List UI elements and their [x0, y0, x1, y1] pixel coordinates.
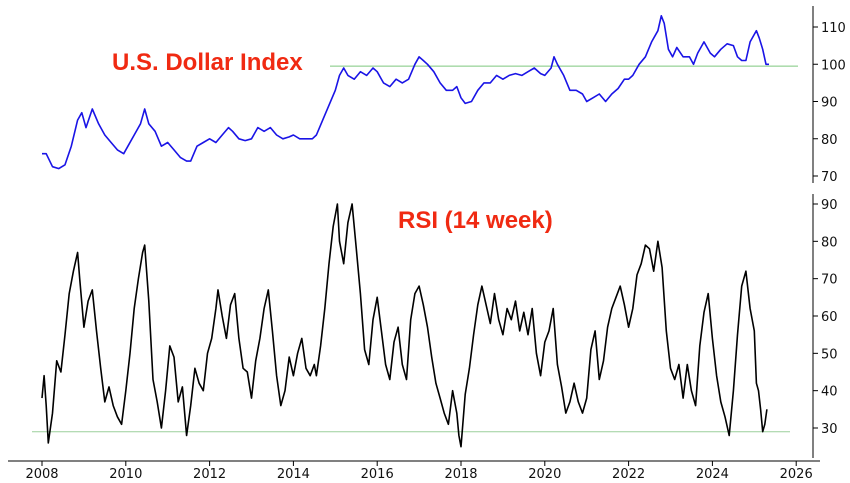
rsi-panel-title: RSI (14 week) [398, 207, 553, 234]
x-tick-label: 2022 [612, 467, 645, 482]
rsi-series-line [41, 203, 768, 448]
usd-y-tick-label: 70 [821, 170, 838, 185]
usd-y-tick-label: 90 [821, 96, 838, 111]
rsi-y-tick-label: 90 [821, 198, 838, 213]
x-ticks: 2008 2010 2012 2014 2016 2018 2020 2022 2024 2026 [25, 461, 813, 482]
rsi-y-tick-label: 70 [821, 273, 838, 288]
x-tick-label: 2018 [444, 467, 477, 482]
usd-index-panel: U.S. Dollar Index 70 80 90 100 110 [42, 6, 846, 185]
rsi-y-ticks: 30 40 50 60 70 80 90 [813, 198, 838, 437]
usd-y-ticks: 70 80 90 100 110 [813, 21, 846, 185]
x-tick-label: 2008 [25, 467, 58, 482]
rsi-panel: RSI (14 week) 30 40 50 60 70 80 90 [32, 194, 838, 458]
usd-index-series-line [42, 15, 769, 170]
rsi-y-tick-label: 60 [821, 310, 838, 325]
x-axis: 2008 2010 2012 2014 2016 2018 2020 2022 2024 2026 [8, 460, 820, 482]
x-tick-label: 2012 [193, 467, 226, 482]
x-tick-label: 2014 [277, 467, 310, 482]
rsi-y-tick-label: 50 [821, 347, 838, 362]
usd-panel-title: U.S. Dollar Index [112, 49, 303, 76]
x-tick-label: 2024 [696, 467, 729, 482]
x-tick-label: 2020 [528, 467, 561, 482]
rsi-y-tick-label: 40 [821, 385, 838, 400]
x-tick-label: 2026 [780, 467, 813, 482]
usd-y-tick-label: 80 [821, 133, 838, 148]
usd-y-tick-label: 100 [821, 58, 846, 73]
rsi-y-tick-label: 80 [821, 235, 838, 250]
x-tick-label: 2010 [109, 467, 142, 482]
usd-y-tick-label: 110 [821, 21, 846, 36]
x-tick-label: 2016 [361, 467, 394, 482]
rsi-y-tick-label: 30 [821, 422, 838, 437]
